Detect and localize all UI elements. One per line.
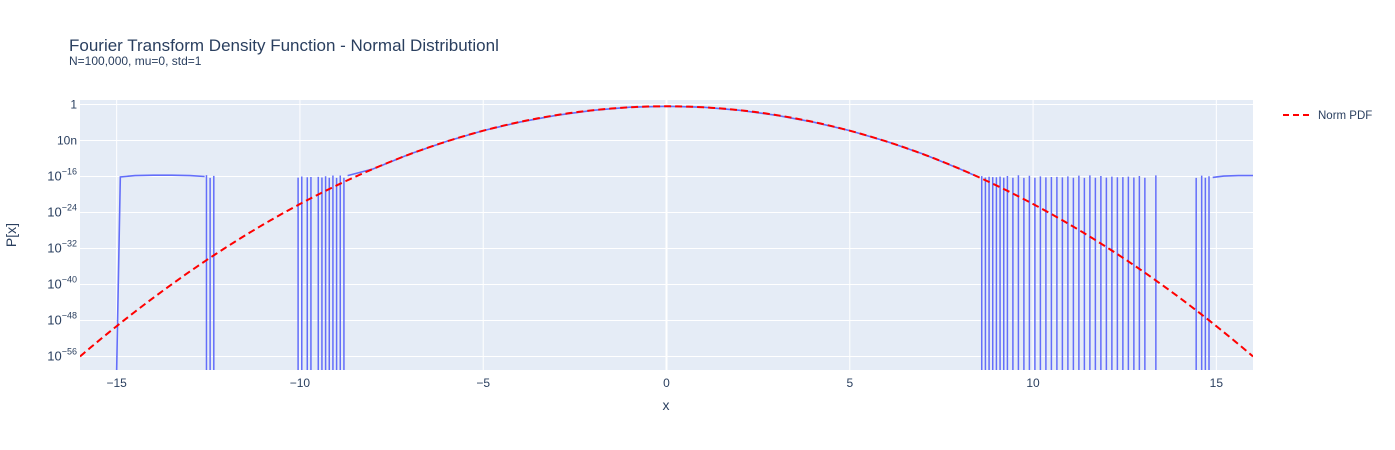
fft-density-line (1212, 174, 1253, 179)
fft-density-line (115, 174, 205, 370)
y-tick-label: 10n (57, 134, 77, 148)
norm-pdf-line (80, 105, 1253, 358)
chart-title: Fourier Transform Density Function - Nor… (69, 36, 499, 55)
legend-label-norm-pdf: Norm PDF (1318, 110, 1372, 122)
y-tick-label: 10−56 (47, 347, 77, 364)
x-tick-label: −5 (476, 376, 490, 390)
y-tick-label: 10−48 (47, 311, 77, 328)
x-tick-label: −10 (290, 376, 311, 390)
y-tick-label: 10−32 (47, 239, 77, 256)
y-axis-ticks: 1 10n 10−16 10−24 10−32 10−40 10−48 10−56 (47, 98, 77, 364)
x-tick-label: 15 (1210, 376, 1224, 390)
traces (80, 105, 1253, 370)
y-tick-label: 10−16 (47, 167, 77, 184)
x-axis-ticks: −15 −10 −5 0 5 10 15 (106, 376, 1223, 390)
y-tick-label: 10−40 (47, 275, 77, 292)
x-tick-label: 0 (663, 376, 670, 390)
chart-subtitle: N=100,000, mu=0, std=1 (69, 54, 202, 68)
y-axis-title: P[x] (3, 223, 19, 247)
x-tick-label: 10 (1026, 376, 1040, 390)
legend[interactable]: Norm PDF (1283, 110, 1372, 122)
x-tick-label: 5 (846, 376, 853, 390)
x-axis-title: x (663, 397, 670, 413)
gridlines (80, 100, 1253, 370)
x-tick-label: −15 (106, 376, 127, 390)
y-tick-label: 10−24 (47, 203, 77, 220)
y-tick-label: 1 (70, 98, 77, 112)
